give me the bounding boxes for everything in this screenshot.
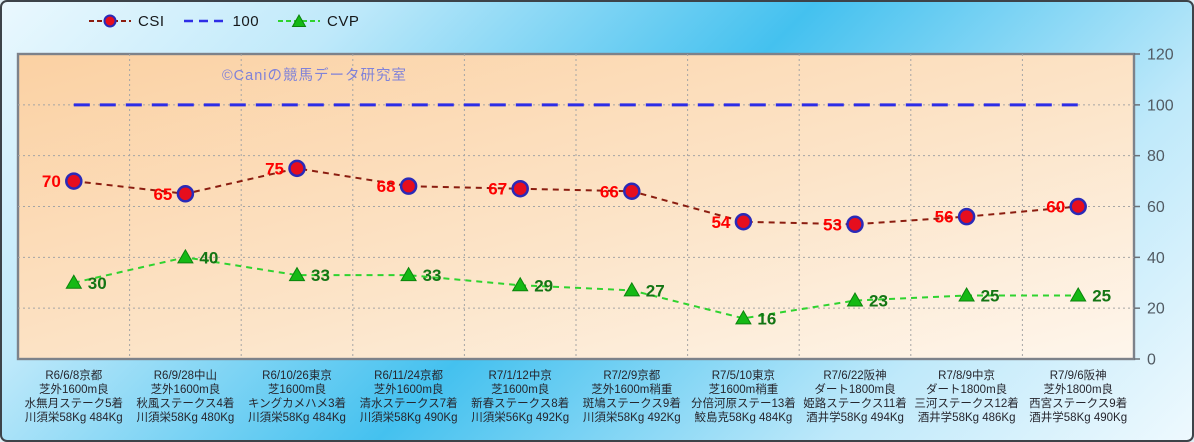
csi-marker [65, 172, 83, 190]
csi-value-label: 75 [265, 159, 284, 178]
csi-value-label: 56 [935, 208, 954, 227]
csi-marker [288, 159, 306, 178]
csi-value-label: 70 [42, 172, 61, 191]
x-axis-label: R7/1/12中京芝1600m良新春ステークス8着川須栄56Kg 492Kg [471, 368, 569, 424]
csi-marker [734, 213, 753, 231]
csi-line [73, 167, 1079, 226]
cvp-marker [846, 292, 864, 307]
x-axis-label: R6/10/26東京芝1600m良キングカメハメ3着川須栄58Kg 484Kg [248, 368, 346, 424]
csi-value-label: 68 [377, 177, 396, 196]
cvp-marker [1069, 286, 1087, 302]
csi-value-label: 67 [488, 180, 507, 199]
cvp-marker [735, 309, 752, 325]
csi-marker [176, 185, 195, 203]
legend-label-csi: CSI [138, 12, 165, 30]
legend-item-cvp: CVP [277, 13, 359, 30]
cvp-marker [400, 266, 417, 282]
csi-marker [846, 215, 864, 234]
cvp-value-label: 40 [199, 248, 218, 267]
cvp-value-label: 23 [869, 292, 888, 311]
csi-value-label: 66 [600, 182, 619, 201]
legend: CSI 100 CVP [88, 9, 359, 33]
x-axis-label: R7/6/22阪神ダート1800m良姫路ステークス11着酒井学58Kg 494K… [803, 368, 907, 424]
watermark: ©Caniの競馬データ研究室 [222, 68, 408, 84]
y-axis-tick-label: 40 [1147, 250, 1165, 267]
cvp-marker [65, 274, 83, 289]
csi-value-label: 60 [1046, 198, 1065, 217]
legend-label-100: 100 [232, 12, 260, 30]
cvp-marker [511, 276, 529, 292]
y-axis-tick-label: 100 [1147, 97, 1174, 114]
cvp-value-label: 16 [757, 309, 776, 328]
csi-value-label: 54 [711, 213, 730, 232]
y-axis-tick-label: 0 [1147, 352, 1156, 369]
x-axis-label: R6/6/8京都芝外1600m良水無月ステーク5着川須栄58Kg 484Kg [25, 368, 123, 424]
cvp-marker [177, 248, 194, 264]
csi-marker [623, 182, 641, 200]
legend-item-100: 100 [183, 13, 260, 30]
cvp-value-label: 29 [534, 276, 553, 295]
cvp-marker [623, 281, 641, 297]
x-axis-label: R6/9/28中山芝外1600m良秋風ステークス4着川須栄58Kg 480Kg [136, 369, 234, 424]
cvp-line [73, 256, 1079, 320]
csi-marker [1069, 197, 1087, 216]
cvp-value-label: 25 [1092, 286, 1111, 305]
y-axis-tick-label: 120 [1147, 47, 1174, 64]
cvp-value-label: 33 [423, 266, 442, 285]
y-axis-tick-label: 60 [1147, 199, 1165, 216]
cvp-legend-marker-icon [278, 13, 321, 27]
csi-legend-marker-icon [89, 14, 131, 28]
x-axis-label: R6/11/24京都芝外1600m良清水ステークス7着川須栄58Kg 490Kg [360, 368, 458, 424]
cvp-value-label: 25 [981, 286, 1000, 305]
csi-value-label: 65 [153, 185, 172, 204]
csi-marker [399, 177, 418, 195]
x-axis-label: R7/9/6阪神芝外1800m良西宮ステークス9着酒井学58Kg 490Kg [1029, 368, 1127, 424]
cvp-value-label: 30 [88, 274, 107, 293]
x-axis-label: R7/5/10東京芝1600m稍重分倍河原ステー13着鮫島克58Kg 484Kg [691, 368, 796, 424]
csi-value-label: 53 [823, 215, 842, 234]
legend-label-cvp: CVP [327, 12, 360, 30]
csi-marker [957, 207, 976, 226]
y-axis-tick-label: 80 [1147, 148, 1165, 165]
cvp-value-label: 27 [646, 281, 665, 300]
x-axis-label: R7/2/9京都芝外1600m稍重斑鳩ステークス9着川須栄58Kg 492Kg [583, 368, 681, 424]
y-axis-tick-label: 20 [1147, 301, 1165, 318]
cvp-marker [958, 286, 975, 302]
hundred-legend-marker-icon [183, 19, 226, 23]
legend-item-csi: CSI [88, 13, 165, 30]
csi-marker [511, 179, 529, 198]
cvp-marker [288, 266, 306, 282]
x-axis-label: R7/8/9中京ダート1800m良三河ステークス12着酒井学58Kg 486Kg [914, 368, 1018, 424]
cvp-value-label: 33 [311, 266, 330, 285]
